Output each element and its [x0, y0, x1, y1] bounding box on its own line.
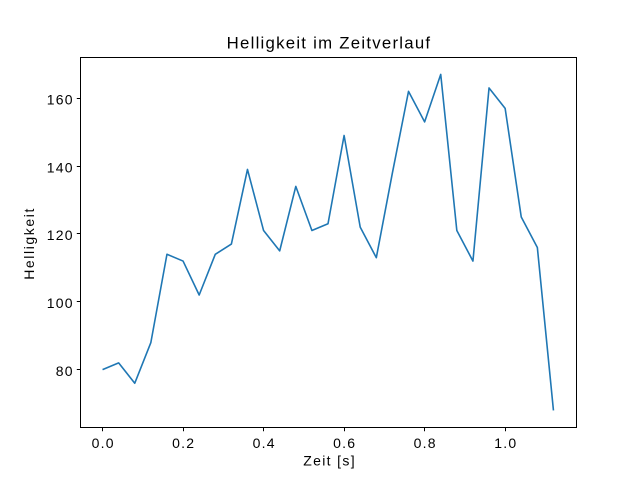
- svg-text:80: 80: [56, 363, 74, 379]
- svg-text:Helligkeit: Helligkeit: [21, 207, 37, 280]
- svg-text:0.2: 0.2: [172, 435, 195, 451]
- svg-text:160: 160: [47, 92, 74, 108]
- svg-text:Helligkeit im Zeitverlauf: Helligkeit im Zeitverlauf: [227, 34, 432, 53]
- svg-text:140: 140: [47, 159, 74, 175]
- svg-text:0.8: 0.8: [414, 435, 437, 451]
- svg-text:1.0: 1.0: [494, 435, 517, 451]
- svg-text:0.0: 0.0: [92, 435, 115, 451]
- svg-text:0.6: 0.6: [333, 435, 356, 451]
- svg-text:Zeit [s]: Zeit [s]: [303, 452, 356, 468]
- svg-text:120: 120: [47, 227, 74, 243]
- svg-text:100: 100: [47, 295, 74, 311]
- svg-text:0.4: 0.4: [253, 435, 276, 451]
